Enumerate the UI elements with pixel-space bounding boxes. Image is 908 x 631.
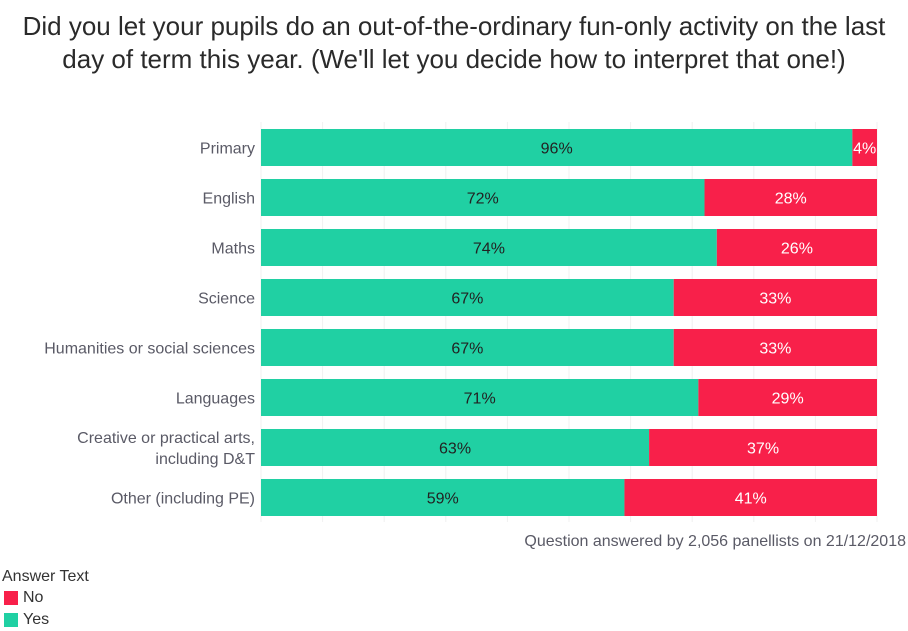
bar-no[interactable] [624,479,877,516]
bar-no[interactable] [673,279,877,316]
category-label: Languages [176,391,255,408]
data-label-yes: 67% [451,341,483,358]
category-label: Humanities or social sciences [44,341,255,358]
bar-no[interactable] [649,429,877,466]
data-label-yes: 96% [541,141,573,158]
legend-title: Answer Text [2,568,89,585]
bar-yes[interactable] [261,279,674,316]
bar-yes[interactable] [261,479,625,516]
bar-no[interactable] [673,329,877,366]
data-label-yes: 63% [439,441,471,458]
data-label-no: 26% [781,241,813,258]
data-label-yes: 67% [451,291,483,308]
bar-yes[interactable] [261,429,650,466]
category-labels: Primary English Maths Science Humanities or … [44,141,255,508]
category-label: Science [198,291,255,308]
legend-item-no[interactable]: No [2,587,89,609]
bar-no[interactable] [852,129,877,166]
data-label-yes: 59% [427,491,459,508]
data-label-yes: 74% [473,241,505,258]
category-label: English [203,191,255,208]
category-label: Primary [200,141,255,158]
bars: 96% 4% 72% 28% 74% 26% 67% 33% 67% 33% 71% 29% 63% 37… [261,129,877,516]
bar-yes[interactable] [261,329,674,366]
bar-no[interactable] [716,229,877,266]
data-label-yes: 72% [467,191,499,208]
bar-no[interactable] [698,379,877,416]
category-label: Maths [211,241,255,258]
data-label-no: 33% [759,291,791,308]
data-label-no: 29% [772,391,804,408]
legend: Answer Text No Yes [2,567,89,631]
category-label: Other (including PE) [111,491,255,508]
bar-yes[interactable] [261,229,717,266]
legend-swatch-no [4,591,18,605]
bar-yes[interactable] [261,379,699,416]
legend-label-no: No [23,589,44,606]
data-label-yes: 71% [464,391,496,408]
data-label-no: 4% [853,141,876,158]
chart-caption: Question answered by 2,056 panellists on… [524,533,906,550]
data-label-no: 33% [759,341,791,358]
legend-label-yes: Yes [23,611,50,628]
legend-item-yes[interactable]: Yes [2,609,89,631]
data-label-no: 28% [775,191,807,208]
bar-yes[interactable] [261,179,705,216]
bar-yes[interactable] [261,129,853,166]
legend-swatch-yes [4,613,18,627]
data-label-no: 37% [747,441,779,458]
category-label: Creative or practical arts, including D&T [77,430,255,468]
chart-plot: 96% 4% 72% 28% 74% 26% 67% 33% 67% 33% 71% 29% 63% 37… [44,122,878,522]
data-label-no: 41% [735,491,767,508]
chart-title: Did you let your pupils do an out-of-the… [22,11,886,74]
bar-no[interactable] [704,179,877,216]
